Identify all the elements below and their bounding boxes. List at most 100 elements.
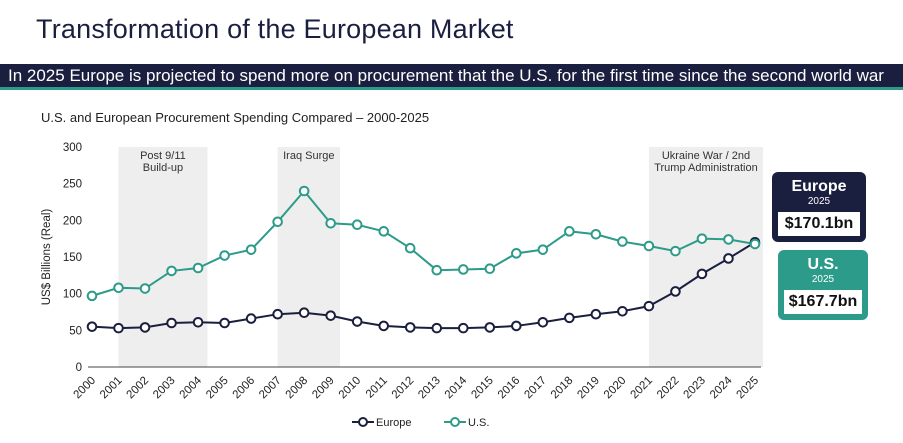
legend-label-u-s: U.S. [468, 417, 489, 429]
x-tick-label-2020: 2020 [602, 375, 629, 402]
u-s-point-2015 [484, 263, 496, 275]
x-tick-label-2009: 2009 [310, 375, 337, 402]
u-s-point-2003 [166, 265, 177, 277]
x-tick-label-2008: 2008 [284, 375, 311, 402]
us-callout-value: $167.7bn [782, 288, 864, 316]
x-tick-label-2012: 2012 [390, 375, 417, 402]
event-band-2 [648, 147, 763, 367]
europe-point-2012 [404, 322, 416, 333]
u-s-point-2020 [617, 236, 628, 247]
u-s-point-2023 [696, 233, 708, 244]
x-tick-label-2001: 2001 [98, 375, 125, 402]
x-tick-label-2011: 2011 [364, 375, 390, 401]
x-tick-label-2006: 2006 [231, 375, 258, 402]
u-s-point-2024 [723, 234, 734, 245]
u-s-point-2007 [272, 216, 283, 228]
europe-point-2002 [139, 322, 151, 333]
u-s-point-2010 [351, 219, 363, 231]
u-s-point-2000 [86, 290, 98, 302]
x-tick-label-2025: 2025 [735, 375, 762, 402]
x-tick-label-2013: 2013 [416, 375, 443, 402]
us-callout-label: U.S. [807, 256, 839, 273]
u-s-point-2013 [431, 264, 443, 276]
x-tick-label-2007: 2007 [257, 375, 284, 402]
u-s-point-2018 [564, 226, 575, 237]
x-tick-label-2004: 2004 [178, 374, 205, 401]
event-band-label-0-0: Post 9/11 [140, 150, 186, 162]
europe-point-2019 [590, 308, 602, 320]
x-tick-label-2014: 2014 [443, 374, 470, 401]
x-tick-label-2024: 2024 [708, 374, 735, 401]
legend-marker-europe [358, 417, 368, 427]
europe-point-2013 [431, 322, 443, 334]
x-tick-label-2005: 2005 [204, 375, 231, 402]
europe-point-2018 [564, 312, 575, 324]
u-s-point-2004 [192, 262, 204, 274]
europe-point-2005 [219, 317, 230, 329]
x-tick-label-2010: 2010 [337, 375, 364, 402]
europe-point-2024 [723, 253, 734, 264]
y-axis-title: US$ Billions (Real) [41, 209, 53, 306]
europe-point-2010 [351, 316, 363, 327]
europe-point-2009 [325, 310, 336, 321]
u-s-point-2006 [245, 244, 257, 255]
x-tick-label-2003: 2003 [151, 375, 178, 402]
europe-point-2021 [643, 300, 655, 312]
u-s-point-2022 [670, 245, 681, 257]
x-tick-label-2015: 2015 [469, 375, 496, 402]
u-s-point-2009 [325, 217, 336, 229]
y-tick-label-300: 300 [63, 142, 82, 154]
x-tick-label-2002: 2002 [125, 375, 152, 402]
x-tick-label-2019: 2019 [575, 375, 602, 402]
europe-callout-value: $170.1bn [776, 210, 862, 238]
europe-point-2007 [272, 308, 283, 320]
europe-callout-label: Europe [791, 178, 847, 195]
europe-callout-year: 2025 [807, 196, 831, 207]
u-s-point-2017 [537, 244, 549, 255]
europe-point-2011 [378, 320, 390, 332]
u-s-point-2002 [139, 283, 151, 294]
u-s-point-2001 [113, 282, 124, 294]
event-band-1 [277, 147, 340, 367]
y-tick-label-100: 100 [63, 289, 82, 301]
u-s-point-2011 [378, 226, 390, 237]
europe-point-2020 [617, 305, 628, 317]
chart-title: U.S. and European Procurement Spending C… [41, 110, 430, 125]
x-tick-label-2023: 2023 [681, 375, 708, 402]
x-tick-label-2021: 2021 [628, 375, 655, 402]
banner-divider [0, 87, 903, 90]
u-s-point-2012 [404, 242, 416, 254]
y-tick-label-200: 200 [63, 215, 82, 227]
europe-point-2015 [484, 322, 496, 333]
u-s-point-2025 [749, 238, 761, 250]
europe-point-2023 [696, 268, 708, 280]
event-band-label-2-1: Trump Administration [654, 162, 758, 174]
us-callout: U.S. 2025 $167.7bn [778, 250, 868, 320]
europe-point-2004 [192, 316, 204, 328]
europe-point-2014 [457, 322, 469, 334]
u-s-point-2005 [219, 250, 230, 261]
page-title: Transformation of the European Market [36, 14, 514, 44]
x-tick-label-2016: 2016 [496, 375, 523, 402]
europe-callout: Europe 2025 $170.1bn [772, 172, 866, 242]
u-s-point-2016 [511, 248, 522, 259]
europe-point-2001 [113, 322, 124, 334]
europe-point-2003 [166, 317, 177, 329]
headline-banner: In 2025 Europe is projected to spend mor… [0, 64, 903, 87]
event-band-0 [118, 147, 208, 367]
u-s-point-2008 [298, 185, 310, 197]
us-callout-year: 2025 [811, 274, 835, 285]
x-tick-label-2022: 2022 [655, 375, 682, 402]
europe-point-2008 [298, 307, 310, 319]
y-tick-label-50: 50 [69, 325, 82, 337]
x-tick-label-2018: 2018 [549, 375, 576, 402]
y-tick-label-150: 150 [63, 252, 82, 264]
u-s-point-2019 [590, 228, 602, 240]
europe-point-2016 [511, 320, 522, 332]
europe-point-2006 [245, 313, 257, 324]
u-s-point-2021 [643, 240, 655, 252]
u-s-point-2014 [457, 264, 469, 275]
legend-label-europe: Europe [376, 417, 411, 429]
event-band-label-1-0: Iraq Surge [283, 150, 334, 162]
